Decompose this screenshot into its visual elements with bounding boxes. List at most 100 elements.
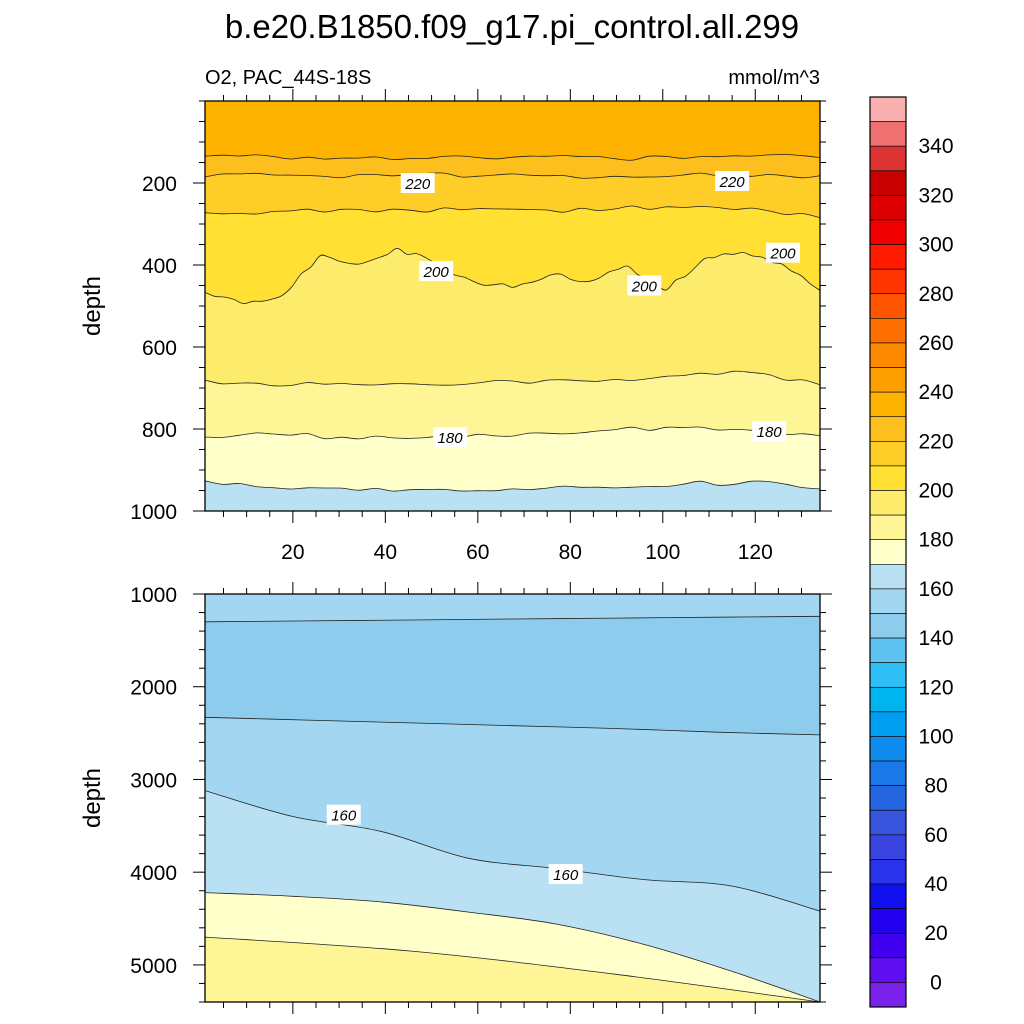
colorbar-swatch-34 [869, 932, 907, 959]
colorbar-label: 260 [918, 332, 953, 355]
contour-line-upper-1 [205, 154, 820, 161]
colorbar-swatch-32 [869, 883, 907, 909]
colorbar-swatch-0 [869, 96, 907, 122]
colorbar-label: 0 [930, 971, 942, 994]
colorbar-swatch-7 [869, 268, 907, 295]
svg-text:200: 200 [423, 264, 450, 281]
colorbar-label: 180 [918, 529, 953, 552]
colorbar-swatch-28 [869, 785, 907, 811]
colorbar-swatch-15 [869, 465, 907, 491]
colorbar: 3403203002802602402202001801601401201008… [869, 96, 954, 1008]
colorbar-swatch-36 [869, 982, 907, 1008]
colorbar-label: 40 [924, 873, 947, 896]
colorbar-label: 220 [918, 430, 953, 453]
svg-text:220: 220 [719, 174, 746, 191]
x-tick-label: 20 [281, 541, 304, 564]
colorbar-swatch-30 [869, 834, 907, 860]
y-axis-label: depth [79, 276, 106, 336]
colorbar-swatch-14 [869, 441, 907, 467]
contour-label-upper-3: 200 [627, 275, 662, 296]
y-tick-label: 400 [142, 255, 177, 278]
colorbar-swatch-1 [869, 121, 907, 147]
contour-fill-upper-7 [205, 480, 820, 511]
y-tick-label: 800 [142, 419, 177, 442]
colorbar-swatch-29 [869, 809, 907, 836]
contour-fill-lower-5 [205, 937, 820, 1002]
contour-label-upper-5: 180 [433, 427, 468, 448]
svg-text:200: 200 [769, 246, 796, 263]
colorbar-swatch-6 [869, 244, 907, 270]
colorbar-label: 200 [918, 480, 953, 503]
x-tick-label: 100 [645, 541, 680, 564]
contour-label-lower-0: 160 [326, 804, 361, 825]
colorbar-label: 140 [918, 627, 953, 650]
colorbar-label: 240 [918, 381, 953, 404]
colorbar-label: 100 [918, 725, 953, 748]
colorbar-frame [869, 96, 907, 1008]
left-subtitle: O2, PAC_44S-18S [205, 67, 371, 89]
colorbar-swatch-22 [869, 637, 907, 663]
y-tick-label: 1000 [130, 501, 177, 524]
svg-text:180: 180 [757, 424, 783, 441]
colorbar-swatch-23 [869, 662, 907, 688]
colorbar-swatch-16 [869, 490, 907, 516]
y-tick-label: 1000 [130, 584, 177, 607]
colorbar-swatch-25 [869, 711, 907, 737]
contour-line-lower-3 [205, 790, 820, 912]
colorbar-swatch-2 [869, 145, 907, 172]
contour-label-upper-2: 200 [419, 261, 454, 282]
y-tick-label: 2000 [130, 677, 177, 700]
y-tick-label: 4000 [130, 862, 177, 885]
contour-line-upper-5 [205, 370, 820, 387]
colorbar-label: 20 [924, 922, 947, 945]
colorbar-swatch-9 [869, 318, 907, 344]
contour-label-upper-6: 180 [752, 421, 787, 442]
colorbar-swatch-8 [869, 293, 907, 319]
y-tick-label: 600 [142, 337, 177, 360]
contour-line-upper-6 [205, 426, 820, 440]
colorbar-label: 60 [924, 824, 947, 847]
colorbar-swatch-26 [869, 736, 907, 762]
x-tick-label: 60 [466, 541, 489, 564]
contour-label-lower-1: 160 [548, 864, 583, 885]
colorbar-swatch-31 [869, 859, 907, 885]
x-tick-label: 80 [559, 541, 582, 564]
colorbar-label: 160 [918, 578, 953, 601]
colorbar-swatch-11 [869, 367, 907, 393]
colorbar-swatch-24 [869, 686, 907, 713]
colorbar-swatch-18 [869, 539, 907, 565]
svg-text:200: 200 [631, 279, 658, 296]
colorbar-label: 80 [924, 775, 947, 798]
x-tick-label: 120 [738, 541, 773, 564]
colorbar-swatch-35 [869, 957, 907, 983]
svg-text:160: 160 [331, 808, 357, 825]
colorbar-swatch-21 [869, 613, 907, 639]
colorbar-swatch-13 [869, 416, 907, 442]
svg-text:160: 160 [553, 867, 579, 884]
y-axis-label: depth [79, 768, 106, 828]
contour-line-lower-2 [205, 716, 820, 736]
contour-line-upper-3 [205, 205, 820, 219]
colorbar-label: 320 [918, 184, 953, 207]
upper-panel: 220 220 200 200 200 180 180 200 400 600 800 1000 dep… [79, 89, 832, 564]
colorbar-swatch-4 [869, 195, 907, 221]
colorbar-label: 280 [918, 283, 953, 306]
colorbar-swatch-3 [869, 170, 907, 196]
colorbar-swatch-5 [869, 219, 907, 245]
contour-label-upper-1: 220 [715, 170, 750, 191]
colorbar-swatch-17 [869, 514, 907, 541]
contour-label-upper-4: 200 [766, 242, 801, 263]
colorbar-swatch-33 [869, 908, 907, 934]
y-tick-label: 3000 [130, 769, 177, 792]
x-tick-label: 40 [374, 541, 397, 564]
contour-line-upper-4 [205, 247, 820, 305]
colorbar-label: 300 [918, 234, 953, 257]
colorbar-swatch-10 [869, 342, 907, 368]
colorbar-swatch-12 [869, 391, 907, 418]
contour-line-upper-7 [205, 480, 820, 492]
svg-text:180: 180 [438, 430, 464, 447]
lower-panel: 160 160 1000 2000 3000 4000 5000 depth [79, 582, 832, 1014]
main-title: b.e20.B1850.f09_g17.pi_control.all.299 [225, 8, 799, 45]
contour-line-lower-4 [205, 892, 820, 1002]
